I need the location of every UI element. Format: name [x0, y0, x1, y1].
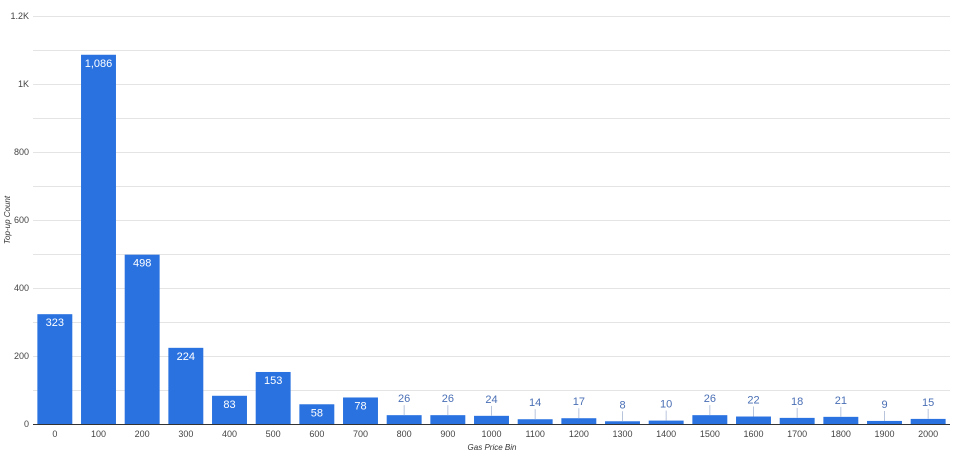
x-tick-label: 100	[91, 429, 106, 439]
bar	[343, 397, 378, 424]
data-label: 224	[177, 351, 195, 363]
bar	[168, 347, 204, 424]
bar	[561, 418, 597, 424]
y-tick-label: 0	[24, 419, 29, 429]
data-label: 498	[133, 258, 151, 270]
bar	[430, 415, 466, 424]
data-label: 26	[442, 393, 454, 405]
y-tick-label: 1K	[18, 79, 29, 89]
bar	[823, 416, 859, 424]
x-tick-label: 300	[178, 429, 193, 439]
x-tick-label: 1100	[525, 429, 544, 439]
data-label: 1,086	[85, 58, 113, 70]
x-tick-label: 200	[135, 429, 150, 439]
x-tick-label: 400	[222, 429, 237, 439]
bar	[212, 395, 247, 424]
data-label: 17	[573, 396, 585, 408]
x-tick-label: 1000	[481, 429, 501, 439]
bar	[517, 419, 553, 424]
x-tick-label: 700	[353, 429, 368, 439]
x-axis-ticks: 0 100 200 300 400 500 600 700 800 900 1000 1100 1200…	[52, 429, 938, 439]
x-tick-label: 1900	[874, 429, 894, 439]
data-label: 26	[704, 393, 716, 405]
x-tick-label: 2000	[918, 429, 938, 439]
y-tick-label: 400	[14, 283, 29, 293]
data-label: 153	[264, 375, 282, 387]
bar	[910, 418, 946, 424]
data-label: 15	[922, 397, 934, 409]
bar	[299, 404, 335, 424]
x-tick-label: 1600	[743, 429, 763, 439]
data-label: 14	[529, 397, 541, 409]
x-tick-label: 1300	[612, 429, 632, 439]
data-label: 8	[619, 399, 625, 411]
bar	[37, 314, 73, 424]
data-label: 323	[46, 317, 64, 329]
bar	[124, 254, 160, 424]
data-label: 24	[485, 394, 497, 406]
bar	[736, 416, 771, 424]
x-tick-label: 1700	[787, 429, 807, 439]
data-label: 18	[791, 396, 803, 408]
data-label: 10	[660, 399, 672, 411]
data-label: 9	[881, 399, 887, 411]
bar	[255, 371, 291, 424]
gridlines	[33, 16, 950, 391]
y-tick-label: 200	[14, 351, 29, 361]
x-tick-label: 600	[309, 429, 324, 439]
data-label: 83	[223, 399, 235, 411]
x-tick-label: 1800	[831, 429, 851, 439]
bars: 323 1,086 498 224 83 153 58 78 26 26 24 14 17 8 10 26 22…	[37, 54, 946, 424]
data-label: 26	[398, 393, 410, 405]
y-tick-label: 800	[14, 147, 29, 157]
data-label: 21	[835, 395, 847, 407]
data-label: 58	[311, 407, 323, 419]
x-tick-label: 0	[52, 429, 57, 439]
x-tick-label: 1500	[700, 429, 720, 439]
bar	[692, 415, 728, 424]
x-tick-label: 800	[397, 429, 412, 439]
bar	[474, 415, 509, 424]
bar	[81, 54, 116, 424]
bar	[386, 415, 422, 424]
data-label: 78	[354, 400, 366, 412]
y-axis-ticks: 0 200 400 600 800 1K 1.2K	[10, 11, 29, 429]
x-tick-label: 1400	[656, 429, 676, 439]
y-tick-label: 1.2K	[10, 11, 29, 21]
x-tick-label: 500	[266, 429, 281, 439]
bar	[779, 417, 815, 424]
bar	[648, 420, 684, 424]
x-tick-label: 1200	[569, 429, 589, 439]
y-axis-title: Top-up Count	[3, 195, 12, 244]
x-tick-label: 900	[440, 429, 455, 439]
x-axis-title: Gas Price Bin	[468, 443, 517, 452]
bar	[605, 421, 640, 424]
data-label: 22	[747, 395, 759, 407]
bar	[867, 420, 902, 424]
y-tick-label: 600	[14, 215, 29, 225]
